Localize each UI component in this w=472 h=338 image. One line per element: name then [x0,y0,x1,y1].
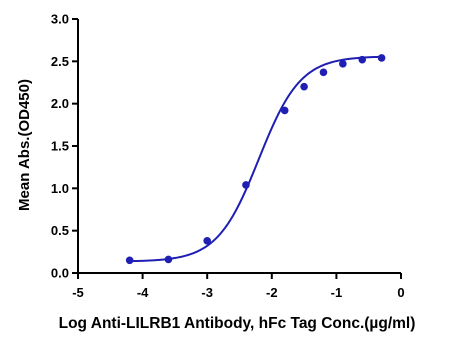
x-axis-label: Log Anti-LILRB1 Antibody, hFc Tag Conc.(… [59,315,416,332]
data-points [125,54,386,265]
data-point [319,68,328,77]
data-point [242,181,250,189]
x-axis: -5 -4 -3 -2 -1 0 [72,272,405,300]
data-point [377,54,386,62]
data-point [203,237,211,245]
data-point [339,60,347,68]
x-tick-label: 0 [397,285,404,300]
data-point [358,55,367,64]
y-axis: 0.0 0.5 1.0 1.5 2.0 2.5 3.0 [51,12,79,281]
fit-curve [129,55,382,263]
data-point [300,82,308,91]
data-point [164,255,173,264]
x-ticks: -5 -4 -3 -2 -1 0 [72,273,405,300]
x-tick-label: -5 [72,285,84,300]
y-tick-label: 1.0 [51,181,69,196]
x-tick-label: -2 [266,285,278,300]
data-point [125,256,134,265]
y-tick-label: 0.5 [51,223,69,238]
y-tick-label: 2.0 [51,96,69,111]
x-tick-label: -1 [331,285,343,300]
y-tick-label: 1.5 [51,139,69,154]
data-point [280,106,289,115]
y-axis-label: Mean Abs.(OD450) [16,79,33,211]
y-tick-label: 0.0 [51,266,69,281]
x-tick-label: -3 [201,285,213,300]
x-tick-label: -4 [137,285,149,300]
y-tick-label: 3.0 [51,12,69,27]
y-tick-label: 2.5 [51,54,69,69]
y-ticks: 0.0 0.5 1.0 1.5 2.0 2.5 3.0 [51,12,78,281]
